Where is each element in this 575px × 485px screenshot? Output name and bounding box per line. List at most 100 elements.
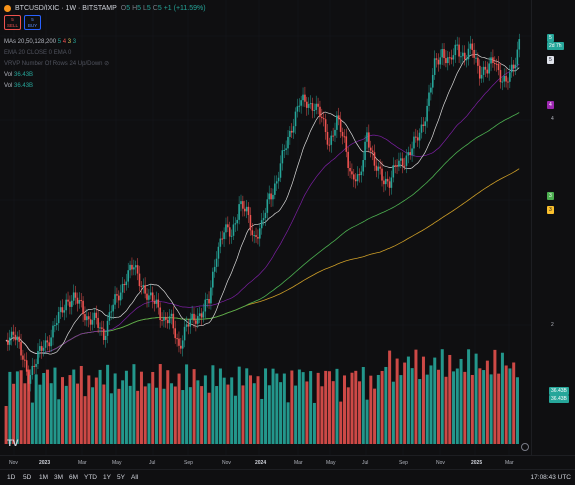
time-label: Nov — [436, 460, 445, 466]
volume-bar — [373, 388, 377, 444]
time-label: Mar — [294, 460, 303, 466]
time-axis[interactable]: Nov 2023 Mar May Jul Sep Nov 2024 Mar Ma… — [0, 455, 575, 469]
range-button[interactable]: 1M — [39, 474, 49, 481]
candle-body — [292, 126, 295, 133]
candle-body — [437, 59, 440, 65]
range-button[interactable]: All — [131, 474, 139, 481]
volume-bar — [500, 352, 504, 444]
legend-vrvp[interactable]: VRVP Number Of Rows 24 Up/Down ⊘ — [4, 61, 110, 67]
candle-body — [262, 218, 265, 221]
candle-body — [290, 130, 293, 133]
candle-body — [272, 194, 274, 200]
candle-body — [379, 166, 381, 169]
volume-bar — [121, 380, 125, 444]
candle-body — [208, 298, 210, 304]
utc-clock[interactable]: 17:08:43 UTC — [530, 474, 571, 481]
range-button[interactable]: 5Y — [117, 474, 125, 481]
candle-body — [170, 313, 173, 317]
candle-body — [315, 103, 317, 110]
volume-bar — [267, 385, 271, 444]
sell-button[interactable]: 5 SELL — [4, 15, 21, 30]
candle-body — [490, 57, 492, 64]
legend-mas[interactable]: MAs 20,50,128,200 5 4 3 3 — [4, 39, 77, 45]
indicator-legend: MAs 20,50,128,200 5 4 3 3 EMA 20 CLOSE 0… — [4, 37, 109, 92]
candle-body — [330, 135, 333, 145]
candle-body — [106, 320, 109, 336]
buy-button[interactable]: 5 BUY — [24, 15, 41, 30]
range-button[interactable]: 6M — [69, 474, 79, 481]
candle-body — [518, 39, 521, 50]
candle-body — [138, 273, 141, 287]
candle-body — [44, 340, 47, 348]
candle-body — [285, 148, 287, 150]
volume-bar — [76, 383, 80, 444]
candle-body — [236, 219, 239, 224]
candle-body — [343, 136, 346, 138]
candle-body — [198, 313, 201, 317]
volume-bar — [249, 375, 252, 444]
candle-body — [176, 338, 178, 340]
volume-bar — [166, 370, 170, 444]
candle-body — [477, 57, 479, 66]
candle-body — [12, 331, 15, 335]
range-button[interactable]: 3M — [54, 474, 64, 481]
candle-body — [157, 299, 160, 308]
candle-body — [14, 334, 17, 341]
candle-body — [443, 49, 445, 59]
candle-body — [193, 313, 195, 321]
chart-header: BTCUSD/IXIC · 1W · BITSTAMP O5 H5 L5 C5 … — [4, 3, 206, 13]
settings-icon[interactable] — [521, 443, 529, 451]
candle-body — [358, 174, 361, 176]
price-label-4: 4 — [551, 116, 554, 122]
volume-bar — [241, 385, 245, 444]
volume-bar — [388, 350, 392, 444]
volume-bar — [68, 375, 72, 444]
volume-bar — [365, 399, 369, 444]
candle-body — [353, 174, 355, 180]
volume-bar — [452, 371, 456, 444]
symbol-title[interactable]: BTCUSD/IXIC · 1W · BITSTAMP — [15, 4, 117, 12]
candle-body — [42, 347, 45, 351]
price-scale[interactable] — [531, 0, 575, 455]
range-button[interactable]: 1Y — [103, 474, 111, 481]
range-button[interactable]: 5D — [23, 474, 32, 481]
volume-bar — [177, 373, 181, 444]
price-tag-current: 5 — [547, 34, 554, 42]
candle-body — [507, 81, 509, 83]
candle-body — [381, 168, 383, 181]
candle-body — [195, 320, 197, 324]
volume-bar — [361, 367, 365, 444]
volume-bar — [482, 370, 486, 444]
volume-bar — [297, 369, 301, 444]
candle-body — [266, 199, 269, 213]
candle-body — [151, 292, 154, 301]
volume-bar — [109, 393, 113, 444]
candle-body — [424, 121, 427, 126]
candle-body — [223, 232, 225, 240]
tradingview-logo[interactable]: TV — [7, 438, 19, 448]
candle-body — [283, 149, 286, 151]
candle-body — [512, 64, 515, 69]
range-button[interactable]: 1D — [7, 474, 16, 481]
legend-vol-2[interactable]: Vol 36.43B — [4, 83, 34, 89]
candle-body — [426, 105, 428, 122]
candle-body — [478, 65, 481, 79]
volume-bar — [504, 365, 508, 444]
legend-vol-1[interactable]: Vol 36.43B — [4, 72, 34, 78]
candle-body — [366, 132, 368, 142]
candle-body — [332, 135, 334, 137]
volume-bar — [42, 373, 46, 444]
candle-body — [497, 63, 500, 71]
candle-body — [232, 224, 235, 236]
candle-body — [396, 165, 398, 167]
candle-body — [55, 323, 58, 326]
eye-off-icon[interactable]: ⊘ — [104, 61, 110, 67]
candle-body — [392, 165, 395, 178]
legend-ema[interactable]: EMA 20 CLOSE 0 EMA 0 — [4, 50, 72, 56]
volume-bar — [162, 388, 166, 444]
candle-body — [240, 201, 242, 205]
volume-bar — [463, 371, 467, 444]
candle-body — [279, 163, 282, 178]
range-button[interactable]: YTD — [84, 474, 97, 481]
